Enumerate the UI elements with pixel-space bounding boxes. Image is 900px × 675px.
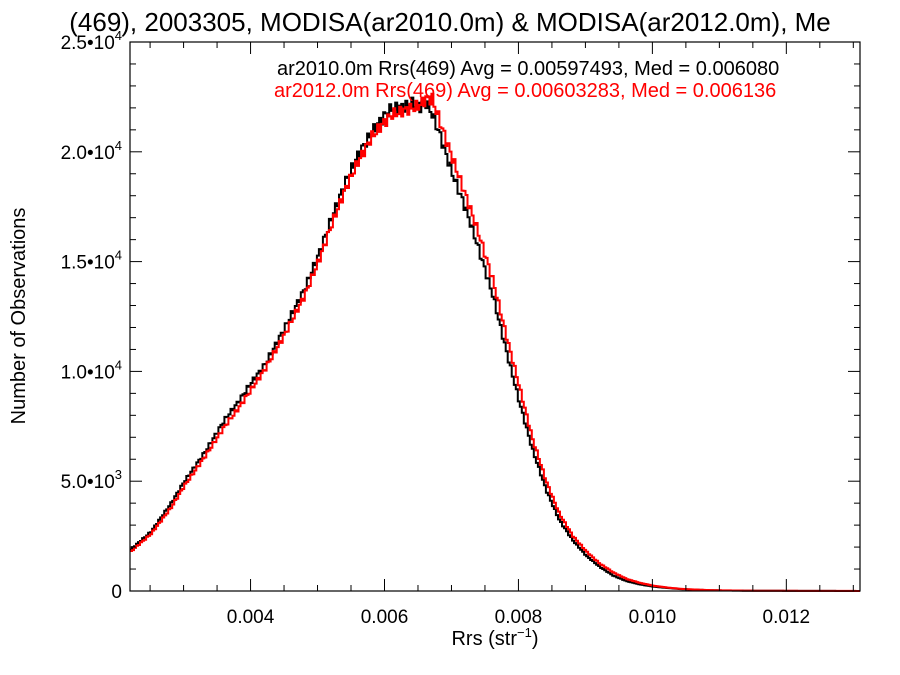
series-line-ar2012 [130, 92, 860, 592]
x-tick-label: 0.008 [495, 607, 543, 628]
y-tick-label: 1.0•104 [61, 357, 122, 383]
x-tick-label: 0.012 [763, 607, 811, 628]
chart-title: (469), 2003305, MODISA(ar2010.0m) & MODI… [69, 7, 831, 37]
y-tick-label: 1.5•104 [61, 248, 122, 274]
y-axis-ticks: 0 5.0•103 1.0•104 1.5•104 2.0•104 2.5•104 [61, 28, 860, 603]
legend-entry-ar2012: ar2012.0m Rrs(469) Avg = 0.00603283, Med… [274, 80, 776, 102]
y-tick-label: 0 [111, 582, 122, 603]
y-tick-label: 5.0•103 [61, 467, 122, 493]
x-tick-label: 0.004 [227, 607, 275, 628]
series-layer [130, 92, 860, 592]
x-tick-label: 0.006 [361, 607, 409, 628]
legend: ar2010.0m Rrs(469) Avg = 0.00597493, Med… [274, 58, 779, 102]
plot-frame [129, 41, 861, 592]
legend-entry-ar2010: ar2010.0m Rrs(469) Avg = 0.00597493, Med… [277, 58, 779, 80]
x-tick-label: 0.010 [629, 607, 677, 628]
y-tick-label: 2.5•104 [61, 28, 122, 54]
x-axis-label: Rrs (str−1) [451, 625, 538, 650]
y-axis-label: Number of Observations [8, 208, 30, 425]
y-tick-label: 2.0•104 [61, 138, 122, 164]
x-axis-ticks: 0.004 0.006 0.008 0.010 0.012 [149, 42, 854, 628]
